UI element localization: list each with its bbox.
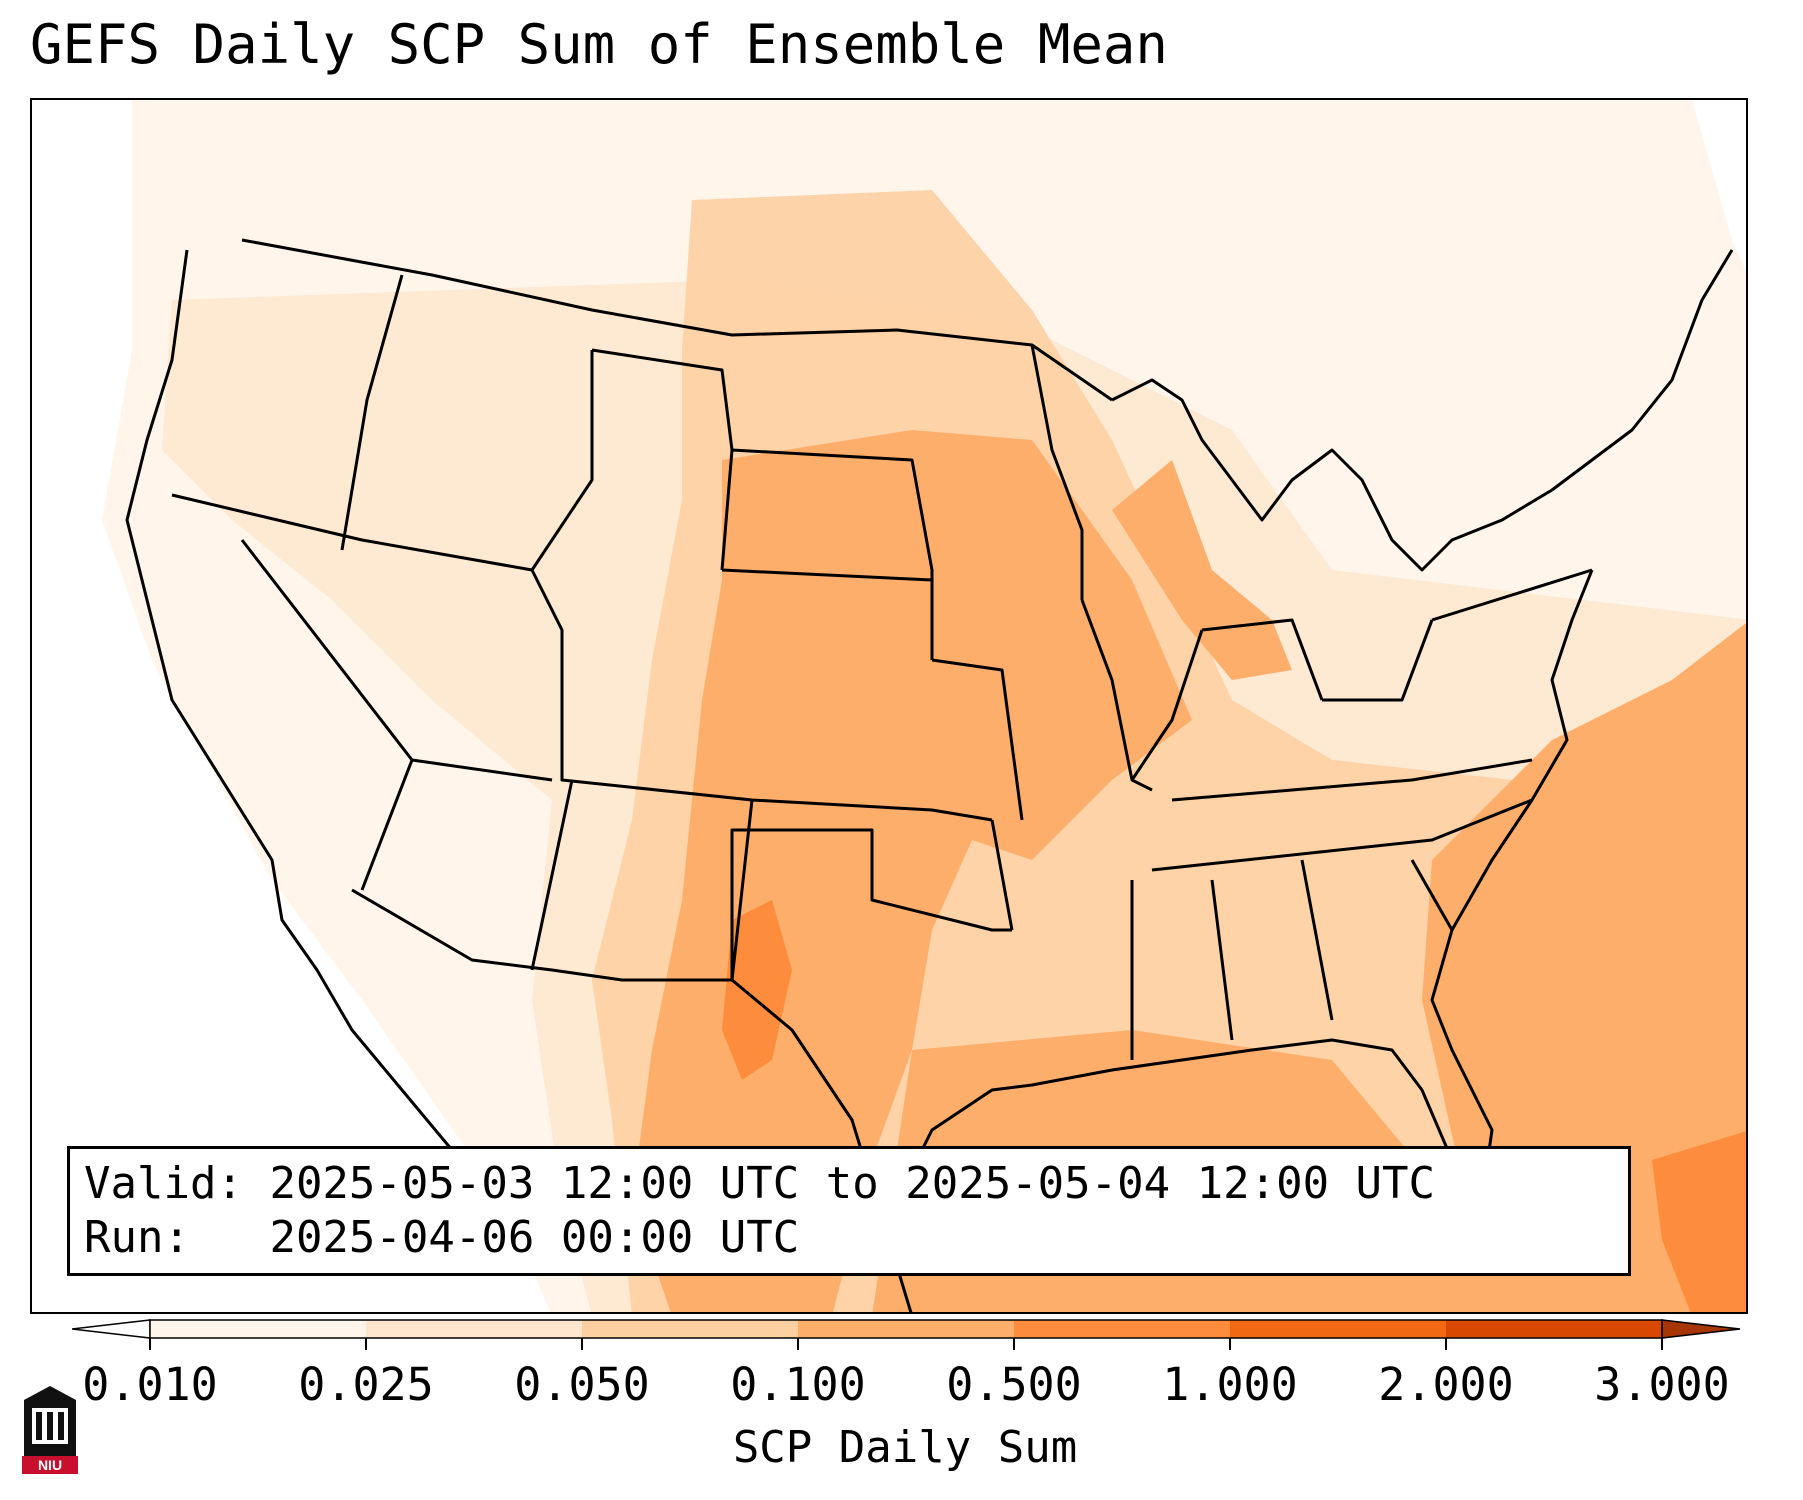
colorbar-tick-label: 0.500 [946,1358,1082,1411]
logo-text: NIU [38,1457,62,1473]
colorbar-tick-label: 2.000 [1378,1358,1514,1411]
scp-fill-orange-atlantic [1422,623,1746,1312]
scp-shading [102,100,1746,1312]
colorbar-tick-label: 0.025 [298,1358,434,1411]
colorbar-segment [366,1320,583,1338]
valid-label: Valid: [84,1158,243,1209]
colorbar-outline [149,1319,1663,1339]
atlantic-coast [1430,569,1594,1201]
colorbar-ticks [149,1338,1663,1350]
valid-run-info-box: Valid: 2025-05-03 12:00 UTC to 2025-05-0… [67,1146,1631,1276]
state-lines [171,274,1593,1060]
northeast-coast [1551,249,1734,492]
colorbar-tick-label: 0.050 [514,1358,650,1411]
run-time: 2025-04-06 00:00 UTC [269,1212,800,1263]
niu-logo: NIU [22,1386,78,1474]
valid-range: 2025-05-03 12:00 UTC to 2025-05-04 12:00… [269,1158,1436,1209]
colorbar-segment [582,1320,799,1338]
colorbar-segment [1230,1320,1447,1338]
colorbar-tick-label: 3.000 [1594,1358,1730,1411]
colorbar-extend-high [1661,1319,1741,1339]
colorbar-segments [72,1319,1741,1339]
west-coastline [125,249,454,1151]
scp-fill-dark-texas [722,900,792,1080]
colorbar-tick-label: 0.100 [730,1358,866,1411]
scp-fill-dark-caribbean [1652,1131,1746,1312]
map-title: GEFS Daily SCP Sum of Ensemble Mean [30,13,1168,76]
colorbar-segment [798,1320,1015,1338]
colorbar-tick-label: 1.000 [1162,1358,1298,1411]
colorbar-label: SCP Daily Sum [732,1422,1078,1473]
great-lakes [1111,378,1553,572]
colorbar-tick-label: 0.010 [82,1358,218,1411]
scp-fill-orange [632,430,1192,1312]
colorbar-segment [150,1320,367,1338]
boundary-lines [125,238,1734,1312]
colorbar-segment [1446,1320,1663,1338]
run-label: Run: [84,1212,190,1263]
scp-map [102,100,1746,1312]
colorbar-segment [1014,1320,1231,1338]
map-panel [30,98,1748,1314]
colorbar [72,1319,1741,1350]
colorbar-extend-low [72,1319,151,1339]
mexico-border [351,888,894,1251]
